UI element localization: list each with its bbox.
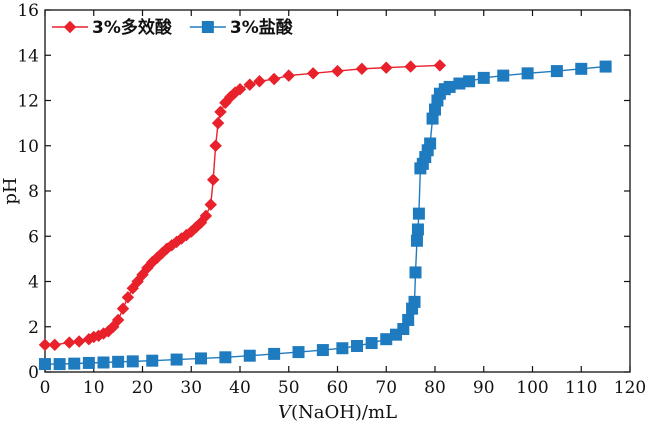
- data-point: [412, 207, 425, 220]
- data-point: [38, 338, 52, 352]
- data-point: [39, 358, 51, 371]
- data-point: [336, 342, 349, 355]
- y-tick-label: 6: [28, 227, 39, 247]
- data-point: [97, 356, 110, 369]
- data-point: [316, 344, 329, 357]
- legend-label: 3%多效酸: [92, 17, 173, 38]
- data-point: [253, 75, 266, 88]
- data-point: [48, 338, 61, 352]
- data-point: [204, 198, 217, 211]
- data-point: [477, 71, 490, 84]
- x-tick-label: 60: [327, 378, 349, 398]
- data-point: [112, 355, 125, 368]
- data-point: [282, 69, 295, 82]
- data-point: [268, 347, 281, 360]
- series-line: [45, 65, 606, 365]
- data-point: [355, 62, 369, 76]
- data-point: [575, 62, 588, 75]
- legend-marker: [63, 20, 77, 34]
- data-point: [365, 337, 378, 350]
- x-tick-label: 50: [278, 378, 300, 398]
- data-point: [214, 105, 227, 119]
- legend-label: 3%盐酸: [230, 17, 294, 38]
- legend-marker: [201, 21, 214, 33]
- data-point: [243, 349, 256, 362]
- y-tick-label: 4: [28, 273, 39, 293]
- x-tick-label: 120: [614, 378, 646, 398]
- plot-frame: [44, 9, 631, 373]
- x-tick-label: 100: [516, 378, 548, 398]
- data-point: [408, 295, 421, 308]
- series-line: [45, 64, 440, 346]
- data-point: [599, 60, 612, 73]
- data-point: [380, 61, 393, 74]
- legend-item-1: 3%多效酸: [52, 17, 173, 38]
- data-point: [126, 355, 139, 368]
- data-point: [233, 82, 247, 96]
- data-point: [206, 173, 220, 186]
- x-tick-label: 80: [424, 378, 446, 398]
- y-tick-label: 12: [17, 92, 39, 112]
- data-point: [116, 302, 130, 315]
- data-point: [243, 78, 256, 91]
- data-point: [306, 67, 320, 80]
- y-tick-label: 0: [28, 363, 39, 383]
- data-point: [68, 357, 81, 370]
- x-tick-label: 110: [565, 378, 597, 398]
- legend-item-2: 3%盐酸: [189, 17, 294, 38]
- series-layer: [38, 59, 612, 371]
- x-tick-label: 20: [132, 378, 154, 398]
- y-tick-label: 10: [17, 137, 39, 157]
- data-point: [170, 353, 183, 366]
- data-point: [219, 351, 232, 364]
- series-1: [38, 59, 447, 352]
- data-point: [463, 75, 476, 88]
- data-point: [331, 64, 344, 78]
- x-axis-title: V(NaOH)/mL: [278, 402, 397, 423]
- data-point: [410, 234, 423, 247]
- data-point: [63, 336, 76, 349]
- data-point: [195, 352, 207, 365]
- y-tick-label: 8: [28, 182, 39, 202]
- data-point: [521, 67, 534, 80]
- data-point: [404, 60, 417, 73]
- data-point: [121, 291, 135, 304]
- x-tick-label: 30: [180, 378, 202, 398]
- x-tick-label: 90: [473, 378, 495, 398]
- data-point: [351, 339, 363, 352]
- axes: 0 10 20 30 40 50 60 70 80 90 100 110 120 0 2 4 6 8 10 12 14 1…: [17, 1, 646, 398]
- data-point: [111, 313, 125, 327]
- x-tick-label: 0: [40, 378, 51, 398]
- data-point: [433, 59, 447, 72]
- y-tick-label: 16: [17, 1, 39, 21]
- legend: 3%多效酸 3%盐酸: [52, 17, 294, 38]
- series-2: [39, 60, 612, 371]
- data-point: [146, 354, 159, 367]
- data-point: [267, 72, 281, 86]
- x-tick-label: 10: [83, 378, 105, 398]
- y-tick-label: 2: [28, 318, 39, 338]
- data-point: [550, 65, 563, 78]
- y-axis-title: pH: [0, 177, 21, 204]
- data-point: [53, 358, 66, 371]
- data-point: [211, 116, 225, 130]
- y-tick-label: 14: [17, 46, 39, 66]
- x-axis-title-italic: V: [278, 402, 293, 423]
- data-point: [402, 313, 415, 326]
- data-point: [82, 356, 95, 369]
- data-point: [497, 69, 510, 82]
- x-tick-label: 40: [229, 378, 251, 398]
- data-point: [409, 266, 422, 279]
- data-point: [292, 346, 305, 359]
- data-point: [411, 223, 424, 236]
- data-point: [72, 335, 86, 348]
- data-point: [424, 137, 437, 150]
- data-point: [209, 139, 222, 152]
- x-tick-label: 70: [375, 378, 397, 398]
- data-point: [199, 209, 213, 223]
- x-axis-title-unit: (NaOH)/mL: [291, 402, 397, 423]
